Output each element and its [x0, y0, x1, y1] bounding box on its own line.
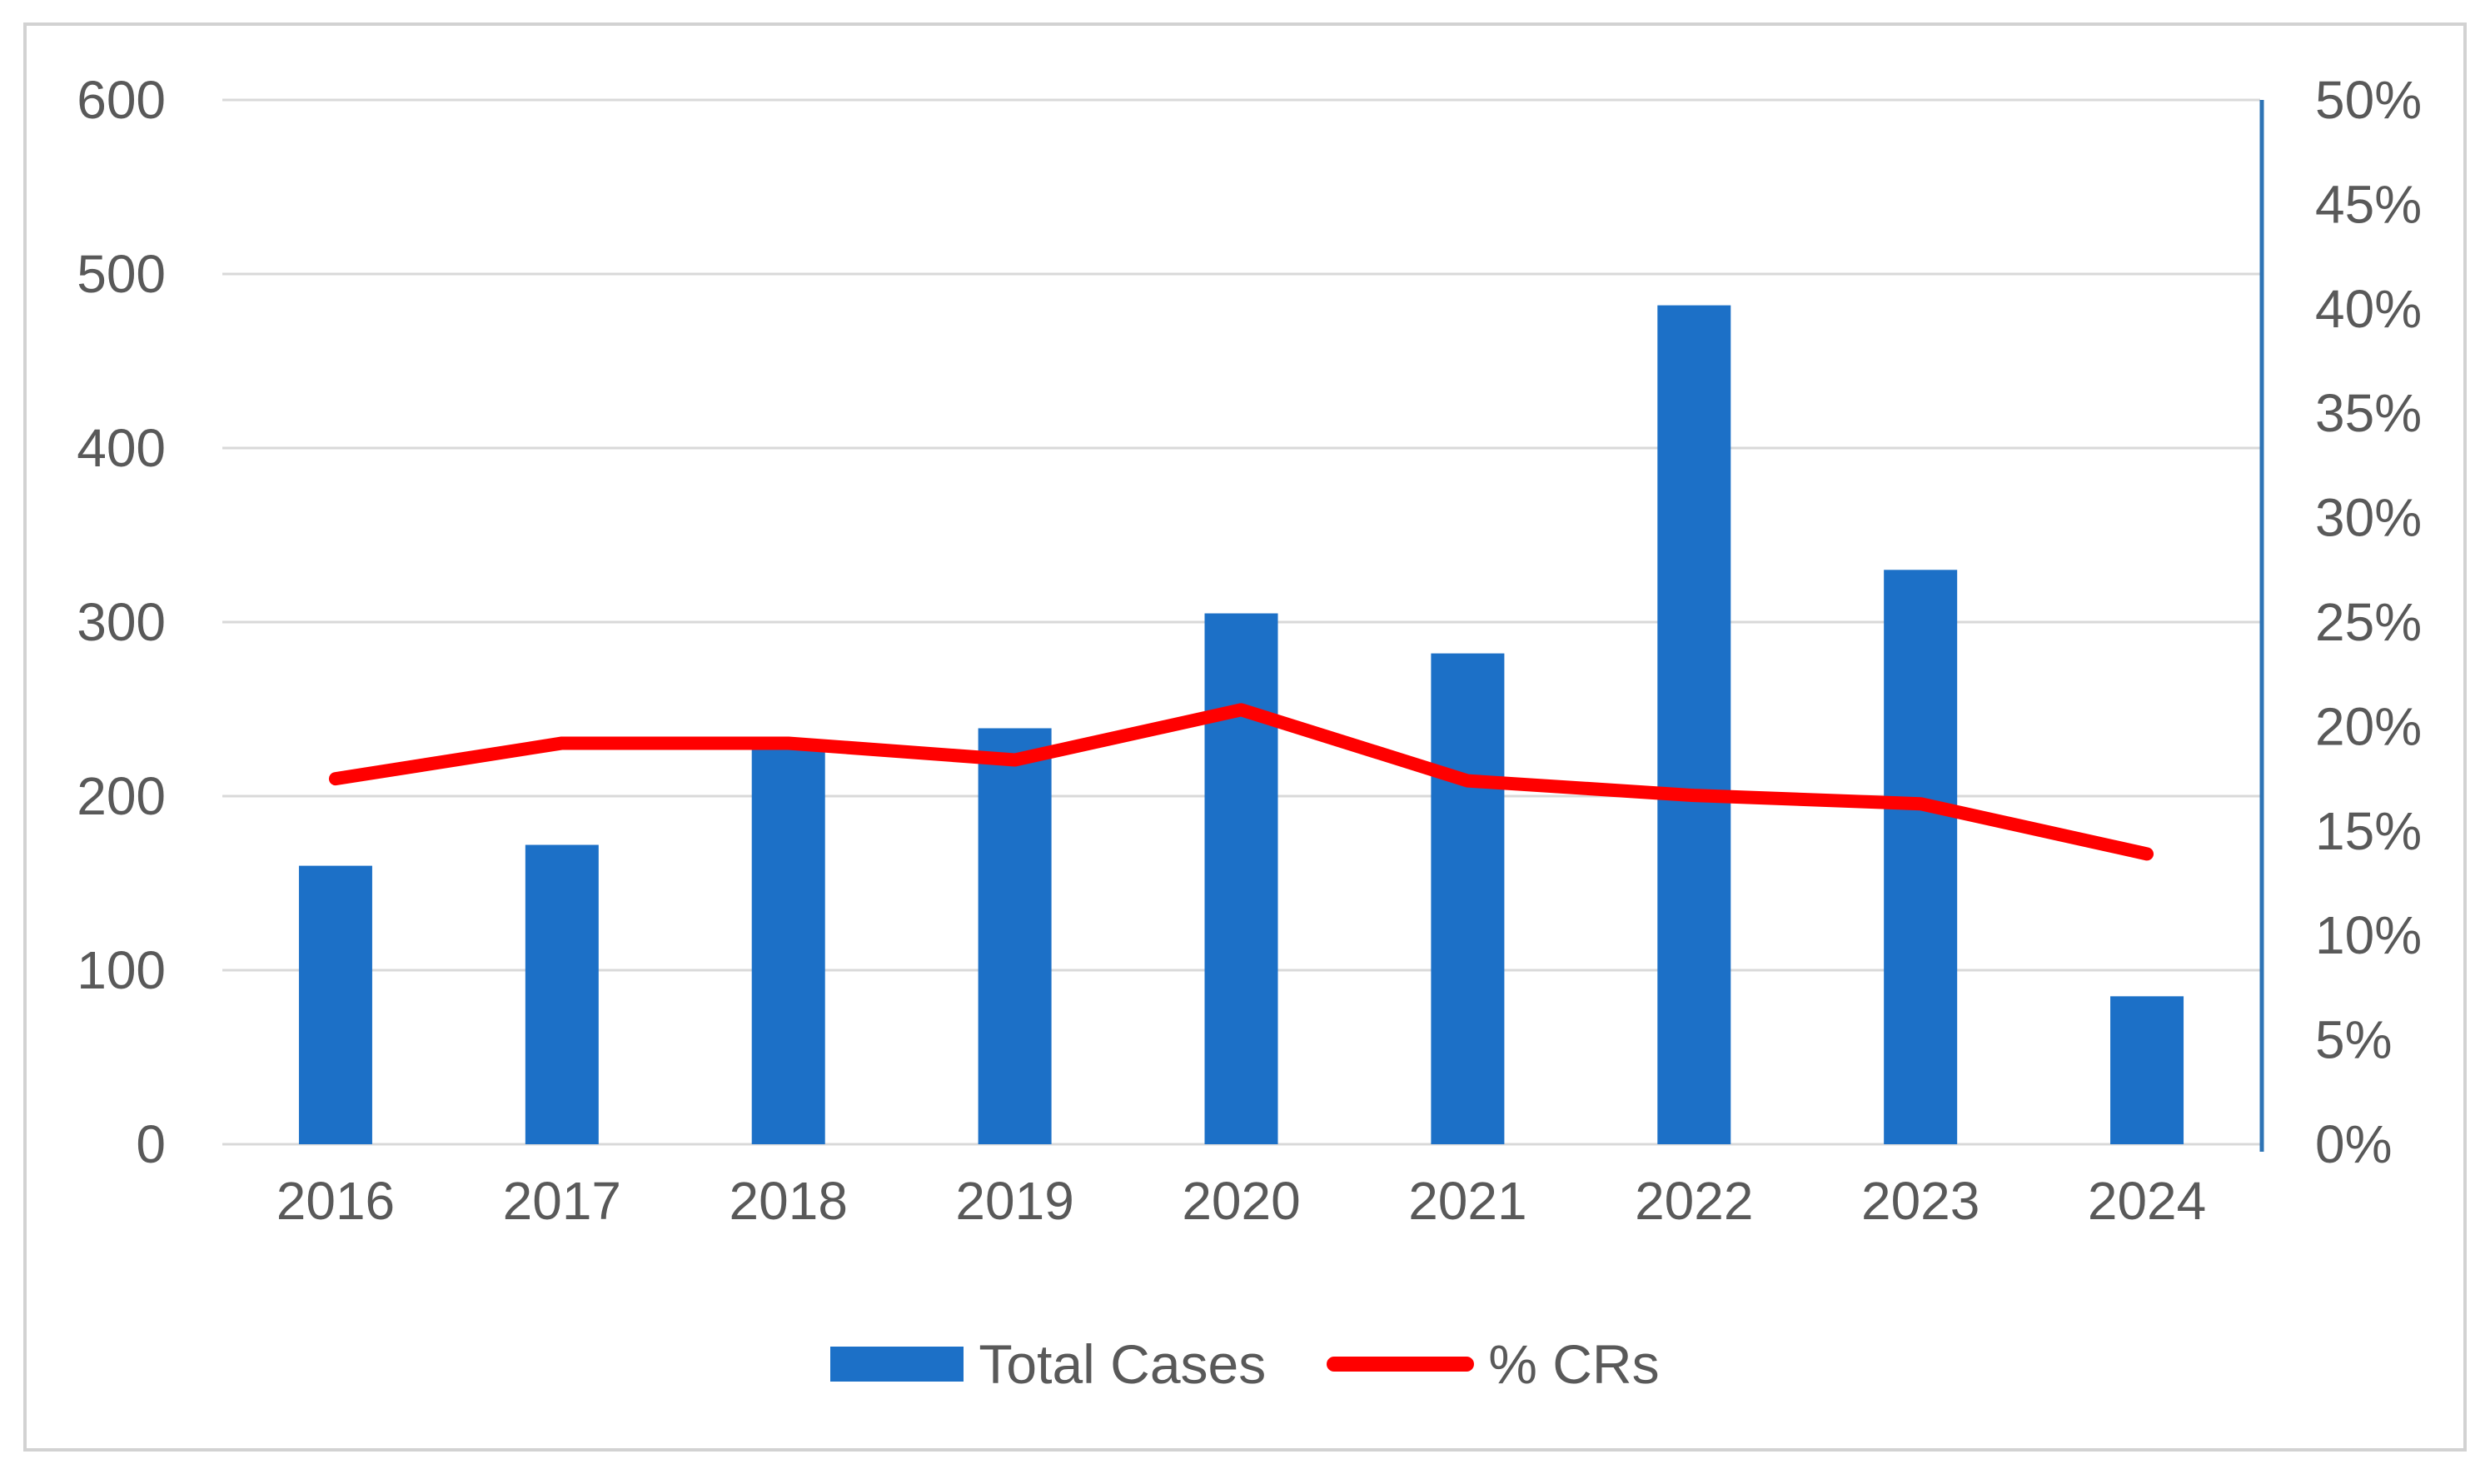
bar-2022 — [1657, 305, 1731, 1144]
bar-2021 — [1431, 653, 1505, 1144]
y-axis-label: 0 — [136, 1114, 166, 1174]
y2-axis-label: 0% — [2315, 1114, 2393, 1174]
x-axis-label: 2023 — [1861, 1171, 1980, 1231]
bar-2019 — [978, 728, 1052, 1144]
y2-axis-label: 40% — [2315, 279, 2422, 339]
bar-2018 — [751, 749, 825, 1144]
x-axis-label: 2018 — [730, 1171, 848, 1231]
chart-frame: 0 100 200 300 400 500 600 0% 5% 10% 15% 20% 25% 30% 35… — [23, 22, 2467, 1452]
y-axis-label: 400 — [77, 418, 166, 478]
x-axis-label: 2021 — [1408, 1171, 1526, 1231]
y-axis-label: 500 — [77, 244, 166, 304]
y2-axis-label: 20% — [2315, 696, 2422, 756]
y2-axis-label: 5% — [2315, 1010, 2393, 1070]
y-axis-label: 300 — [77, 592, 166, 652]
bar-2023 — [1884, 570, 1958, 1144]
x-axis-label: 2020 — [1182, 1171, 1300, 1231]
legend: Total Cases % CRs — [27, 1327, 2463, 1402]
legend-crs-label: % CRs — [1488, 1333, 1660, 1395]
x-axis-label: 2022 — [1635, 1171, 1753, 1231]
x-axis-label: 2019 — [955, 1171, 1073, 1231]
x-axis-label: 2016 — [276, 1171, 395, 1231]
x-axis-label: 2024 — [2088, 1171, 2206, 1231]
y2-axis-label: 30% — [2315, 488, 2422, 548]
legend-crs-line-marker — [1327, 1357, 1475, 1372]
bar-2017 — [525, 844, 599, 1144]
bar-2024 — [2110, 996, 2184, 1144]
y2-axis-label: 25% — [2315, 592, 2422, 652]
y2-axis-label: 45% — [2315, 174, 2422, 234]
legend-total-cases-label: Total Cases — [979, 1333, 1267, 1395]
y-axis-label: 200 — [77, 766, 166, 826]
y2-axis-label: 35% — [2315, 383, 2422, 443]
y-axis-label: 100 — [77, 940, 166, 1000]
crs-line — [328, 703, 2154, 861]
y2-axis-label: 10% — [2315, 905, 2422, 965]
legend-total-cases-swatch — [830, 1347, 964, 1382]
combo-chart: 0 100 200 300 400 500 600 0% 5% 10% 15% 20% 25% 30% 35… — [77, 70, 2422, 1231]
x-axis-label: 2017 — [503, 1171, 621, 1231]
y2-axis-label: 50% — [2315, 70, 2422, 130]
y2-axis-label: 15% — [2315, 801, 2422, 861]
bar-2020 — [1204, 613, 1278, 1144]
bar-2016 — [298, 865, 372, 1144]
y-axis-label: 600 — [77, 70, 166, 130]
